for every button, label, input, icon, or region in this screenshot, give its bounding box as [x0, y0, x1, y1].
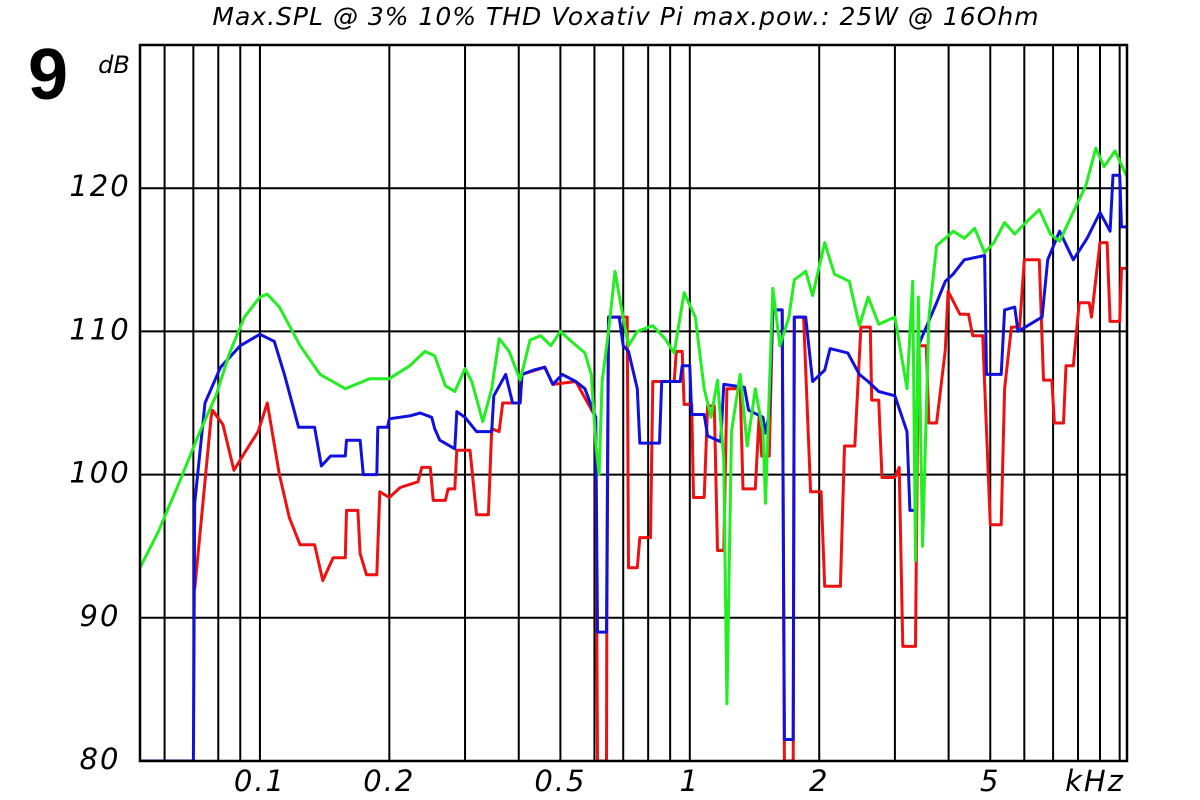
- plot-frame: [138, 43, 1129, 763]
- series-line: [140, 173, 1127, 761]
- figure-number: 9: [28, 35, 68, 115]
- y-tick-label: 90: [80, 599, 121, 633]
- plot-lines: [140, 146, 1127, 761]
- y-axis-label: dB: [98, 51, 130, 79]
- series-line: [193, 241, 1127, 761]
- y-tick-label: 100: [69, 456, 130, 490]
- x-tick-label: 1: [680, 764, 700, 798]
- y-tick-label: 80: [80, 742, 121, 776]
- y-tick-label: 120: [69, 169, 130, 203]
- x-axis-label: kHz: [1065, 764, 1125, 798]
- x-tick-label: 2: [809, 764, 829, 798]
- chart-title: Max.SPL @ 3% 10% THD Voxativ Pi max.pow.…: [212, 2, 1039, 31]
- series-line: [140, 146, 1127, 706]
- x-tick-label: 5: [980, 764, 1000, 798]
- x-tick-label: 0.1: [234, 764, 286, 798]
- grid: [140, 45, 1127, 762]
- x-tick-label: 0.2: [363, 764, 415, 798]
- x-tick-label: 0.5: [534, 764, 586, 798]
- y-tick-label: 110: [69, 312, 130, 346]
